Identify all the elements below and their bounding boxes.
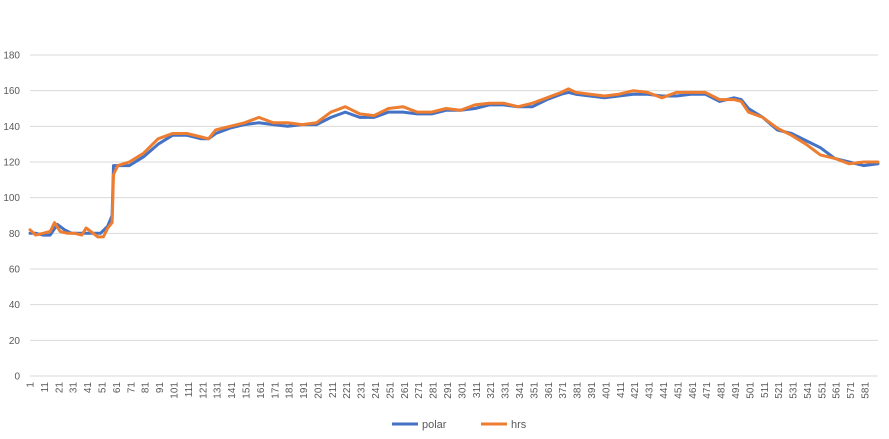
y-tick-label: 100 bbox=[3, 193, 20, 204]
x-tick-label: 241 bbox=[371, 382, 382, 399]
x-tick-label: 191 bbox=[299, 382, 310, 399]
x-tick-label: 541 bbox=[803, 382, 814, 399]
x-tick-label: 211 bbox=[328, 382, 339, 398]
x-tick-label: 501 bbox=[745, 382, 756, 399]
y-tick-label: 40 bbox=[9, 300, 21, 311]
x-tick-label: 281 bbox=[429, 382, 440, 399]
legend: polar hrs bbox=[392, 419, 527, 431]
x-tick-label: 21 bbox=[54, 382, 65, 394]
x-tick-label: 481 bbox=[717, 382, 728, 399]
x-tick-label: 461 bbox=[688, 382, 699, 399]
y-tick-label: 120 bbox=[3, 158, 20, 169]
x-tick-label: 551 bbox=[817, 382, 828, 399]
x-tick-label: 111 bbox=[184, 382, 195, 398]
x-tick-label: 221 bbox=[342, 382, 353, 399]
x-tick-label: 381 bbox=[573, 382, 584, 399]
x-tick-label: 91 bbox=[155, 382, 166, 394]
x-tick-label: 31 bbox=[69, 382, 80, 394]
y-tick-label: 60 bbox=[9, 265, 21, 276]
x-tick-label: 121 bbox=[198, 382, 209, 399]
x-tick-label: 571 bbox=[846, 382, 857, 399]
x-tick-label: 371 bbox=[558, 382, 569, 399]
x-tick-label: 101 bbox=[169, 382, 180, 399]
x-tick-label: 451 bbox=[673, 382, 684, 399]
x-tick-label: 291 bbox=[443, 382, 454, 399]
x-tick-label: 161 bbox=[256, 382, 267, 399]
x-tick-label: 151 bbox=[241, 382, 252, 399]
x-tick-label: 51 bbox=[97, 382, 108, 394]
x-tick-label: 391 bbox=[587, 382, 598, 399]
x-tick-label: 1 bbox=[26, 382, 37, 388]
x-tick-label: 311 bbox=[472, 382, 483, 398]
x-tick-label: 71 bbox=[126, 382, 137, 394]
legend-label-polar: polar bbox=[422, 419, 447, 431]
x-tick-label: 251 bbox=[385, 382, 396, 399]
y-axis-ticks: 0 20 40 60 80 100 120 140 160 180 bbox=[3, 51, 20, 383]
x-tick-label: 231 bbox=[357, 382, 368, 399]
series-lines bbox=[28, 87, 880, 239]
y-tick-label: 160 bbox=[3, 86, 20, 97]
y-tick-label: 20 bbox=[9, 336, 21, 347]
x-tick-label: 81 bbox=[141, 382, 152, 394]
x-tick-label: 581 bbox=[861, 382, 872, 399]
x-tick-label: 341 bbox=[515, 382, 526, 399]
x-tick-label: 561 bbox=[832, 382, 843, 399]
x-tick-label: 511 bbox=[760, 382, 771, 398]
x-tick-label: 171 bbox=[270, 382, 281, 399]
x-tick-label: 41 bbox=[83, 382, 94, 394]
x-tick-label: 181 bbox=[285, 382, 296, 399]
x-tick-label: 521 bbox=[774, 382, 785, 399]
x-tick-label: 11 bbox=[40, 382, 51, 393]
x-tick-label: 131 bbox=[213, 382, 224, 399]
x-axis-ticks: 1 11 21 31 41 51 61 71 81 91 101 111 121 131 141 151 161… bbox=[26, 382, 872, 399]
x-tick-label: 61 bbox=[112, 382, 123, 394]
x-tick-label: 471 bbox=[702, 382, 713, 399]
x-tick-label: 531 bbox=[789, 382, 800, 399]
x-tick-label: 331 bbox=[501, 382, 512, 399]
x-tick-label: 141 bbox=[227, 382, 238, 399]
gridlines bbox=[30, 54, 878, 377]
x-tick-label: 491 bbox=[731, 382, 742, 399]
y-tick-label: 80 bbox=[9, 229, 21, 240]
legend-label-hrs: hrs bbox=[511, 419, 527, 431]
x-tick-label: 401 bbox=[601, 382, 612, 399]
x-tick-label: 431 bbox=[645, 382, 656, 399]
y-tick-label: 0 bbox=[14, 372, 20, 383]
x-tick-label: 361 bbox=[544, 382, 555, 399]
x-tick-label: 321 bbox=[486, 382, 497, 399]
x-tick-label: 271 bbox=[414, 382, 425, 399]
x-tick-label: 411 bbox=[616, 382, 627, 398]
x-tick-label: 201 bbox=[313, 382, 324, 399]
x-tick-label: 261 bbox=[400, 382, 411, 399]
x-tick-label: 421 bbox=[630, 382, 641, 399]
series-line-hrs bbox=[28, 87, 880, 239]
y-tick-label: 180 bbox=[3, 51, 20, 62]
y-tick-label: 140 bbox=[3, 122, 20, 133]
x-tick-label: 351 bbox=[529, 382, 540, 399]
x-tick-label: 441 bbox=[659, 382, 670, 399]
x-tick-label: 301 bbox=[457, 382, 468, 399]
